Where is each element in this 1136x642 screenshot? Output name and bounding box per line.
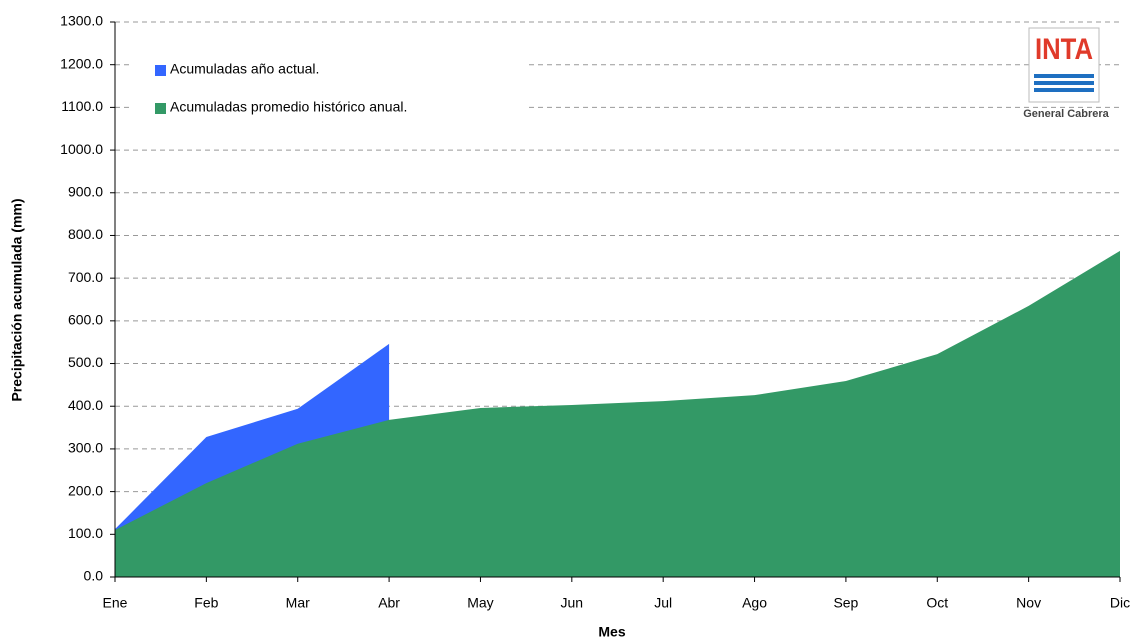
logo-caption: General Cabrera [1023,108,1109,120]
legend-swatch [155,103,166,114]
y-tick-label: 400.0 [68,397,103,413]
x-axis-title: Mes [598,624,625,640]
logo-stripe [1034,81,1094,85]
legend-label: Acumuladas promedio histórico anual. [170,99,407,115]
y-tick-label: 1200.0 [60,55,103,71]
legend-swatch [155,65,166,76]
y-tick-label: 500.0 [68,354,103,370]
x-tick-label: Sep [833,595,858,611]
x-tick-label: Jul [654,595,672,611]
legend: Acumuladas año actual. Acumuladas promedi… [155,61,407,115]
x-tick-label: Ene [103,595,128,611]
y-tick-label: 300.0 [68,440,103,456]
x-tick-label: Dic [1110,595,1130,611]
y-tick-label: 1100.0 [61,98,103,114]
logo-stripe [1034,74,1094,78]
y-tick-label: 1300.0 [60,13,103,29]
x-tick-label: Ago [742,595,767,611]
y-tick-label: 900.0 [68,183,103,199]
y-tick-label: 700.0 [68,269,103,285]
x-tick-label: Jun [561,595,584,611]
y-axis-title: Precipitación acumulada (mm) [9,198,25,401]
y-tick-label: 1000.0 [60,141,103,157]
y-tick-label: 800.0 [68,226,103,242]
x-tick-label: Nov [1016,595,1041,611]
logo-bg [1034,32,1094,70]
x-tick-label: Feb [194,595,218,611]
x-tick-label: Abr [378,595,400,611]
logo-stripe [1034,88,1094,92]
area [115,250,1120,578]
areas [115,250,1120,578]
logo: INTA General Cabrera [1023,27,1110,120]
legend-box [130,52,525,124]
x-tick-label: Mar [286,595,310,611]
y-tick-label: 0.0 [84,568,104,584]
y-tick-label: 100.0 [68,525,103,541]
x-tick-label: May [467,595,493,611]
logo-text: INTA [1035,33,1093,66]
y-tick-label: 200.0 [68,482,103,498]
y-tick-label: 600.0 [68,312,103,328]
axes: 0.0 100.0 200.0 300.0 400.0 500.0 600.0 700.0 80… [60,13,1130,611]
legend-label: Acumuladas año actual. [170,61,319,77]
x-tick-label: Oct [926,595,948,611]
